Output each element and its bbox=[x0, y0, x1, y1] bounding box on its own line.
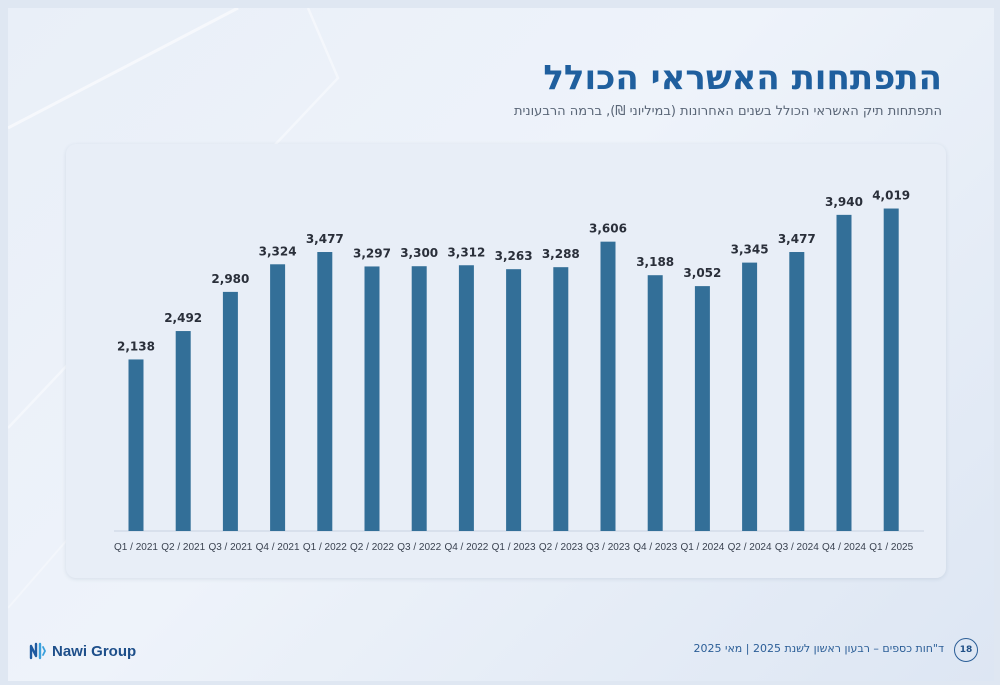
bar bbox=[128, 359, 144, 531]
x-tick-label: Q4 / 2023 bbox=[633, 542, 677, 553]
chart-card: 2,138 Q1 / 2021 2,492 Q2 / 2021 2,980 Q3 / 20… bbox=[66, 144, 946, 578]
x-tick-label: Q2 / 2024 bbox=[728, 542, 772, 553]
x-tick-label: Q1 / 2025 bbox=[869, 542, 913, 553]
x-tick-label: Q4 / 2021 bbox=[256, 542, 300, 553]
bar-value-label: 3,288 bbox=[542, 247, 580, 261]
bar-value-label: 3,188 bbox=[636, 255, 674, 269]
bar-value-label: 3,312 bbox=[447, 245, 485, 259]
bar-value-label: 2,492 bbox=[164, 311, 202, 325]
slide: התפתחות האשראי הכולל התפתחות תיק האשראי … bbox=[8, 8, 994, 681]
bar-value-label: 3,324 bbox=[259, 244, 297, 258]
bar-value-label: 3,477 bbox=[306, 232, 344, 246]
bar-value-label: 2,980 bbox=[211, 272, 249, 286]
bar-value-label: 2,138 bbox=[117, 339, 155, 353]
bar bbox=[836, 214, 852, 531]
x-tick-label: Q2 / 2022 bbox=[350, 542, 394, 553]
bar-chart: 2,138 Q1 / 2021 2,492 Q2 / 2021 2,980 Q3 / 20… bbox=[114, 189, 924, 553]
bar bbox=[553, 267, 569, 531]
x-tick-label: Q1 / 2022 bbox=[303, 542, 347, 553]
bar-value-label: 3,477 bbox=[778, 232, 816, 246]
bar bbox=[317, 252, 333, 531]
bar-value-label: 4,019 bbox=[872, 189, 910, 203]
bar-value-label: 3,606 bbox=[589, 222, 627, 236]
x-tick-label: Q2 / 2023 bbox=[539, 542, 583, 553]
x-tick-label: Q2 / 2021 bbox=[161, 542, 205, 553]
bar bbox=[647, 275, 663, 531]
bar-value-label: 3,297 bbox=[353, 246, 391, 260]
bar-value-label: 3,052 bbox=[683, 266, 721, 280]
bar-value-label: 3,300 bbox=[400, 246, 438, 260]
x-tick-label: Q3 / 2023 bbox=[586, 542, 630, 553]
page-subtitle: התפתחות תיק האשראי הכולל בשנים האחרונות … bbox=[513, 104, 942, 119]
bar bbox=[270, 264, 286, 531]
x-tick-label: Q1 / 2021 bbox=[114, 542, 158, 553]
bar bbox=[694, 286, 710, 531]
x-tick-label: Q1 / 2024 bbox=[680, 542, 724, 553]
footer-report-text: ד"חות כספים – רבעון ראשון לשנת 2025 | מא… bbox=[693, 642, 944, 655]
bar bbox=[506, 269, 522, 531]
bar bbox=[411, 266, 427, 531]
bar bbox=[789, 252, 805, 531]
bar bbox=[742, 262, 758, 531]
page-number: 18 bbox=[954, 638, 978, 662]
bar bbox=[600, 241, 616, 531]
brand-name: Nawi Group bbox=[52, 642, 137, 660]
x-tick-label: Q4 / 2024 bbox=[822, 542, 866, 553]
x-tick-label: Q3 / 2022 bbox=[397, 542, 441, 553]
x-tick-label: Q4 / 2022 bbox=[444, 542, 488, 553]
page-title: התפתחות האשראי הכולל bbox=[543, 58, 942, 98]
bar bbox=[883, 208, 899, 531]
bar bbox=[175, 331, 191, 531]
bar-value-label: 3,345 bbox=[731, 243, 769, 257]
x-tick-label: Q1 / 2023 bbox=[492, 542, 536, 553]
x-tick-label: Q3 / 2024 bbox=[775, 542, 819, 553]
brand-logo: Nawi Group bbox=[28, 640, 136, 662]
bar-value-label: 3,940 bbox=[825, 195, 863, 209]
bar-value-label: 3,263 bbox=[495, 249, 533, 263]
bar bbox=[458, 265, 474, 531]
bar bbox=[222, 291, 238, 531]
x-tick-label: Q3 / 2021 bbox=[208, 542, 252, 553]
nawi-logo-icon bbox=[29, 642, 47, 660]
bar bbox=[364, 266, 380, 531]
